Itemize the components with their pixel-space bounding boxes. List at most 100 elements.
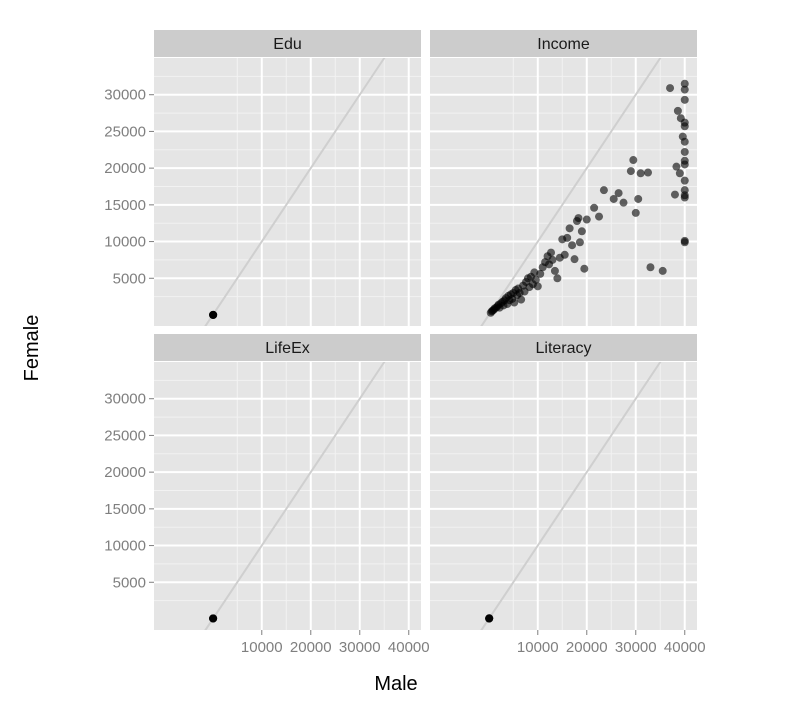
x-tick-label: 40000: [664, 639, 706, 656]
data-point: [550, 266, 559, 275]
data-point: [485, 614, 494, 623]
y-tick-label: 15000: [104, 197, 146, 214]
data-point: [634, 194, 643, 203]
data-point: [670, 190, 679, 199]
points: [209, 614, 218, 623]
x-axis-title: Male: [374, 673, 417, 695]
data-point: [209, 310, 218, 319]
data-point: [680, 176, 689, 185]
data-point: [644, 168, 653, 177]
reference-line: [480, 58, 662, 326]
data-point: [553, 274, 562, 283]
points: [486, 79, 689, 317]
data-point: [636, 169, 645, 178]
strip-label: Literacy: [535, 340, 591, 357]
data-point: [629, 156, 638, 165]
data-point: [680, 122, 689, 131]
data-point: [680, 191, 689, 200]
data-point: [631, 208, 640, 217]
data-point: [672, 162, 681, 171]
strip-label: LifeEx: [265, 340, 309, 357]
x-tick-label: 20000: [566, 639, 608, 656]
data-point: [680, 147, 689, 156]
strip-label: Income: [537, 36, 590, 53]
data-point: [563, 233, 572, 242]
points: [209, 310, 218, 319]
data-point: [517, 295, 526, 304]
data-point: [565, 224, 574, 233]
data-point: [680, 85, 689, 94]
data-point: [531, 275, 540, 284]
data-point: [510, 298, 519, 307]
data-point: [658, 266, 667, 275]
facet-panel-lifeex: LifeEx 5000 10000 15000 20000 25000 30000 10000…: [104, 334, 430, 656]
data-point: [533, 282, 542, 291]
y-tick-label: 10000: [104, 538, 146, 555]
data-point: [614, 189, 623, 198]
x-tick-label: 10000: [517, 639, 559, 656]
x-tick-label: 10000: [241, 639, 283, 656]
data-point: [568, 241, 577, 250]
data-point: [680, 79, 689, 88]
data-point: [209, 614, 218, 623]
data-point: [536, 269, 545, 278]
panel-background: [154, 362, 421, 630]
data-point: [570, 255, 579, 264]
facet-panel-edu: Edu 5000 10000 15000 20000 25000 30000: [104, 30, 421, 326]
data-point: [675, 169, 684, 178]
data-point: [666, 84, 675, 93]
data-point: [547, 248, 556, 257]
reference-line: [480, 362, 662, 630]
y-tick-label: 15000: [104, 501, 146, 518]
x-tick-label: 30000: [339, 639, 381, 656]
panel-background: [430, 362, 697, 630]
y-tick-label: 30000: [104, 391, 146, 408]
panel-background: [430, 58, 697, 326]
gridlines: [154, 362, 421, 630]
data-point: [595, 212, 604, 221]
strip-background: [430, 30, 697, 57]
points: [485, 614, 494, 623]
data-point: [680, 137, 689, 146]
data-point: [577, 227, 586, 236]
y-tick-label: 5000: [113, 270, 146, 287]
data-point: [626, 167, 635, 176]
data-point: [680, 238, 689, 247]
x-tick-label: 30000: [615, 639, 657, 656]
x-tick-label: 20000: [290, 639, 332, 656]
y-tick-label: 25000: [104, 123, 146, 140]
data-point: [580, 264, 589, 273]
data-point: [619, 198, 628, 207]
data-point: [560, 250, 569, 259]
panel-background: [154, 58, 421, 326]
y-tick-label: 20000: [104, 464, 146, 481]
y-tick-label: 20000: [104, 160, 146, 177]
reference-line: [204, 362, 386, 630]
facet-panel-income: Income: [430, 30, 697, 326]
strip-background: [154, 30, 421, 57]
data-point: [590, 203, 599, 212]
strip-background: [430, 334, 697, 361]
data-point: [646, 263, 655, 272]
x-tick-label: 40000: [388, 639, 430, 656]
facet-panel-literacy: Literacy 10000 20000 30000 40000: [430, 334, 706, 656]
gridlines: [430, 362, 697, 630]
y-tick-label: 30000: [104, 87, 146, 104]
data-point: [680, 160, 689, 169]
data-point: [609, 194, 618, 203]
strip-label: Edu: [273, 36, 301, 53]
gridlines: [154, 58, 421, 326]
data-point: [575, 238, 584, 247]
data-point: [680, 95, 689, 104]
y-tick-label: 5000: [113, 574, 146, 591]
data-point: [574, 214, 583, 223]
data-point: [582, 215, 591, 224]
y-axis-title: Female: [21, 315, 43, 382]
y-tick-label: 10000: [104, 234, 146, 251]
data-point: [548, 255, 557, 264]
data-point: [673, 106, 682, 115]
reference-line: [204, 58, 386, 326]
y-tick-label: 25000: [104, 427, 146, 444]
strip-background: [154, 334, 421, 361]
